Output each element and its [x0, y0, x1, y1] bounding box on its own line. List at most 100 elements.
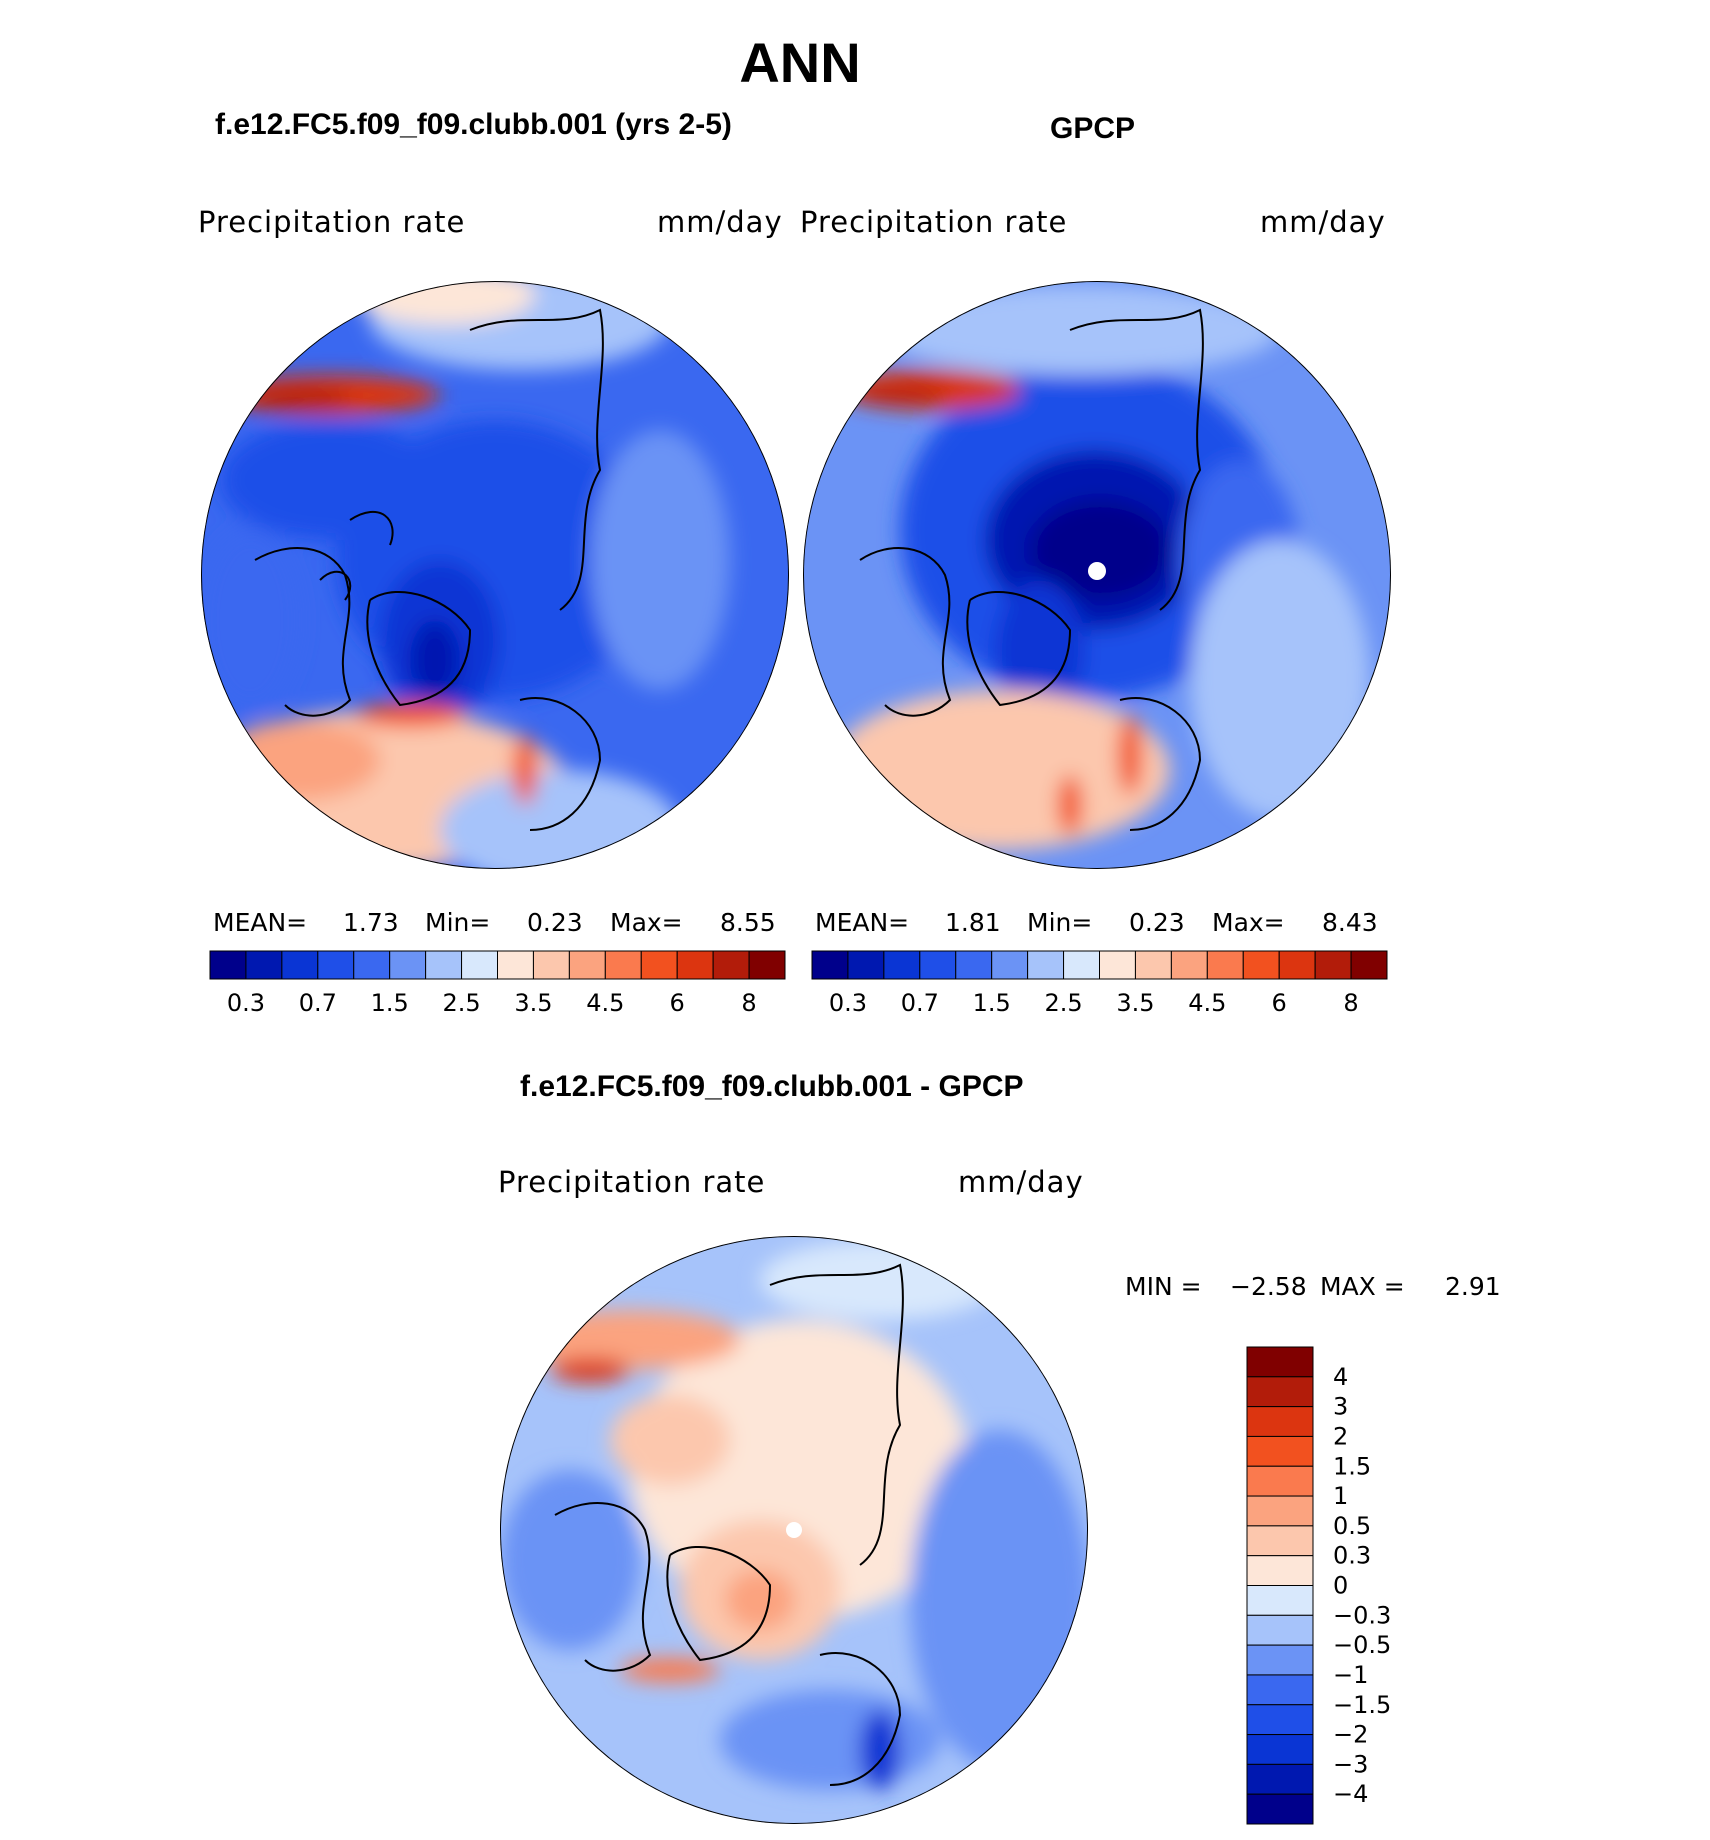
colorbar-label: 1.5: [973, 989, 1011, 1017]
colorbar-label: 1: [1333, 1482, 1348, 1510]
colorbar-swatch: [883, 950, 921, 980]
mean-value-obs: 1.81: [945, 908, 1001, 937]
variable-label-diff: Precipitation rate: [498, 1165, 766, 1199]
min-label-obs: Min=: [1027, 908, 1093, 937]
colorbar-swatch: [604, 950, 642, 980]
colorbar-label: −2: [1333, 1721, 1368, 1749]
min-label-model: Min=: [425, 908, 491, 937]
colorbar-label: 0.5: [1333, 1512, 1371, 1540]
polar-map-diff: [500, 1236, 1088, 1824]
colorbar-swatch: [1246, 1346, 1314, 1378]
colorbar-swatch: [1246, 1465, 1314, 1497]
colorbar-swatch: [1206, 950, 1244, 980]
colorbar-swatch: [1246, 1525, 1314, 1557]
colorbar-label: 8: [1343, 989, 1358, 1017]
colorbar-swatch: [568, 950, 606, 980]
colorbar-swatch: [461, 950, 498, 980]
colorbar-model: 0.3 0.7 1.5 2.5 3.5 4.5 6 8: [209, 950, 786, 1017]
panel-title-obs: GPCP: [1050, 112, 1136, 145]
min-value-model: 0.23: [527, 908, 583, 937]
colorbar-label: 0.3: [1333, 1542, 1371, 1570]
colorbar-swatch: [1246, 1406, 1314, 1437]
colorbar-swatch: [712, 950, 750, 980]
colorbar-swatch: [955, 950, 993, 980]
mean-label-obs: MEAN=: [815, 908, 910, 937]
colorbar-obs: 0.3 0.7 1.5 2.5 3.5 4.5 6 8: [811, 950, 1388, 1017]
colorbar-swatch: [811, 950, 849, 980]
main-title: ANN: [739, 31, 861, 94]
colorbar-swatch: [1350, 950, 1388, 980]
colorbar-label: 0.3: [227, 989, 265, 1017]
panel-title-diff: f.e12.FC5.f09_f09.clubb.001 - GPCP: [520, 1070, 1024, 1103]
colorbar-label: 3.5: [1116, 989, 1154, 1017]
colorbar-swatch: [245, 950, 283, 980]
colorbar-swatch: [676, 950, 714, 980]
colorbar-label: 3: [1333, 1393, 1348, 1421]
colorbar-swatch: [1246, 1763, 1314, 1795]
colorbar-swatch: [1134, 950, 1172, 980]
units-label-obs: mm/day: [1260, 205, 1386, 239]
colorbar-swatch: [1314, 950, 1352, 980]
colorbar-label: 6: [1272, 989, 1287, 1017]
colorbar-label: −0.5: [1333, 1631, 1391, 1659]
colorbar-swatch: [281, 950, 319, 980]
colorbar-swatch: [532, 950, 570, 980]
max-value-model: 8.55: [720, 908, 776, 937]
colorbar-label: 1.5: [371, 989, 409, 1017]
colorbar-label: −4: [1333, 1780, 1368, 1808]
colorbar-label: 1.5: [1333, 1452, 1371, 1480]
diff-max-label: MAX =: [1320, 1272, 1405, 1301]
max-label-obs: Max=: [1212, 908, 1285, 937]
colorbar-swatch: [748, 950, 786, 980]
colorbar-swatch: [919, 950, 957, 980]
colorbar-swatch: [1246, 1435, 1314, 1467]
colorbar-swatch: [1246, 1674, 1314, 1706]
colorbar-label: 2.5: [1044, 989, 1082, 1017]
min-value-obs: 0.23: [1129, 908, 1185, 937]
max-value-obs: 8.43: [1322, 908, 1378, 937]
colorbar-label: 3.5: [514, 989, 552, 1017]
colorbar-label: 4.5: [586, 989, 624, 1017]
colorbar-label: 4.5: [1188, 989, 1226, 1017]
colorbar-swatch: [1027, 950, 1065, 980]
colorbar-label: 8: [741, 989, 756, 1017]
polar-map-model: [201, 281, 789, 869]
colorbar-label: 0.7: [901, 989, 939, 1017]
units-label-model: mm/day: [657, 205, 783, 239]
colorbar-swatch: [1246, 1585, 1314, 1616]
colorbar-label: 6: [670, 989, 685, 1017]
colorbar-label: 2.5: [442, 989, 480, 1017]
colorbar-swatch: [389, 950, 427, 980]
units-label-diff: mm/day: [958, 1165, 1084, 1199]
variable-label-obs: Precipitation rate: [800, 205, 1068, 239]
colorbar-label: 4: [1333, 1363, 1348, 1391]
colorbar-swatch: [1278, 950, 1316, 980]
polar-map-obs: [803, 281, 1391, 869]
colorbar-label: 2: [1333, 1422, 1348, 1450]
colorbar-label: −3: [1333, 1750, 1368, 1778]
colorbar-swatch: [847, 950, 885, 980]
colorbar-swatch: [209, 950, 247, 980]
colorbar-swatch: [317, 950, 355, 980]
colorbar-label: −1: [1333, 1661, 1368, 1689]
colorbar-swatch: [1063, 950, 1100, 980]
variable-label-model: Precipitation rate: [198, 205, 466, 239]
colorbar-swatch: [1246, 1704, 1314, 1736]
colorbar-label: −1.5: [1333, 1691, 1391, 1719]
diff-min-label: MIN =: [1125, 1272, 1202, 1301]
mean-value-model: 1.73: [343, 908, 399, 937]
colorbar-swatch: [353, 950, 391, 980]
colorbar-swatch: [991, 950, 1029, 980]
colorbar-label: −0.3: [1333, 1601, 1391, 1629]
colorbar-swatch: [1246, 1495, 1314, 1527]
pole-marker-obs: [1088, 562, 1106, 580]
colorbar-swatch: [425, 950, 463, 980]
colorbar-swatch: [1242, 950, 1280, 980]
colorbar-label: 0.3: [829, 989, 867, 1017]
colorbar-swatch: [1246, 1644, 1314, 1676]
diff-min-value: −2.58: [1230, 1272, 1307, 1301]
colorbar-swatch: [1246, 1614, 1314, 1646]
colorbar-swatch: [1246, 1376, 1314, 1408]
max-label-model: Max=: [610, 908, 683, 937]
